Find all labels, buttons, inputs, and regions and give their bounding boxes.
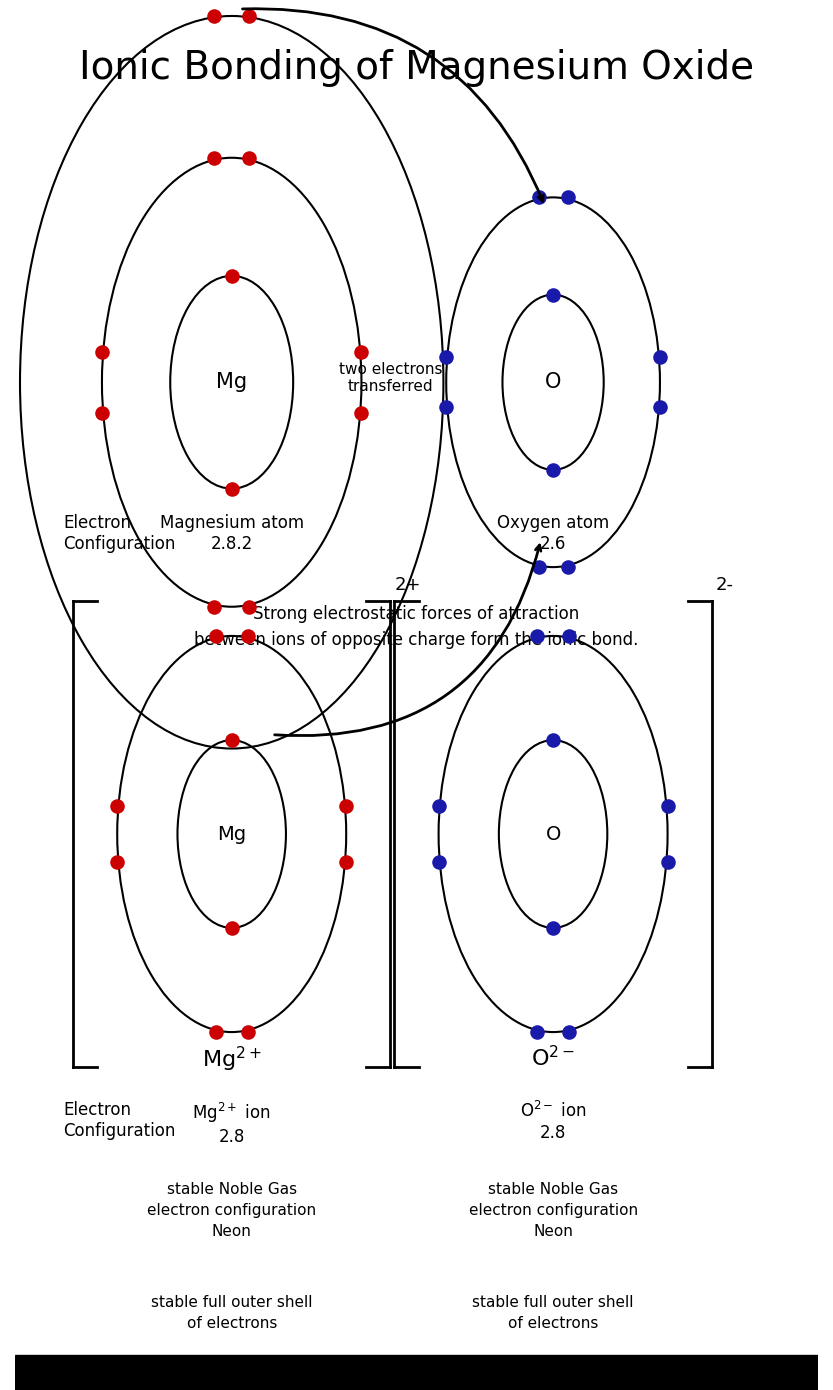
Text: Mg$^{2+}$ ion
2.8: Mg$^{2+}$ ion 2.8 (192, 1101, 271, 1145)
Text: alamy: alamy (71, 1364, 137, 1383)
Point (207, 596, 221, 619)
Point (432, 851, 446, 873)
Bar (15, 1355, 818, 1390)
Text: stable Noble Gas
electron configuration
Neon: stable Noble Gas electron configuration … (147, 1182, 317, 1238)
Point (561, 186, 574, 208)
Point (562, 1020, 576, 1042)
Point (532, 186, 546, 208)
Point (661, 851, 674, 873)
Point (95, 402, 108, 424)
Text: stable full outer shell
of electrons: stable full outer shell of electrons (151, 1295, 312, 1332)
Text: Electron
Configuration: Electron Configuration (63, 514, 176, 553)
Point (111, 851, 124, 873)
Point (209, 626, 222, 648)
Point (562, 626, 576, 648)
Point (241, 1020, 254, 1042)
Text: stable full outer shell
of electrons: stable full outer shell of electrons (472, 1295, 634, 1332)
Point (111, 795, 124, 817)
Point (225, 728, 238, 751)
Point (340, 851, 353, 873)
Point (207, 6, 221, 28)
Point (531, 1020, 544, 1042)
Point (532, 556, 546, 578)
Text: Magnesium atom
2.8.2: Magnesium atom 2.8.2 (160, 514, 304, 553)
Text: two electrons
transferred: two electrons transferred (339, 361, 442, 395)
Text: Mg: Mg (216, 373, 247, 392)
Text: Electron
Configuration: Electron Configuration (63, 1101, 176, 1140)
Point (95, 341, 108, 363)
Point (432, 795, 446, 817)
Point (340, 795, 353, 817)
Point (355, 402, 368, 424)
Point (531, 626, 544, 648)
Text: Mg$^{2+}$: Mg$^{2+}$ (202, 1045, 262, 1074)
Point (440, 396, 453, 418)
Point (242, 6, 256, 28)
Point (546, 917, 560, 940)
Point (355, 341, 368, 363)
Point (561, 556, 574, 578)
Point (661, 795, 674, 817)
Point (653, 346, 666, 368)
Point (225, 478, 238, 500)
Point (242, 147, 256, 170)
Point (225, 917, 238, 940)
Point (440, 346, 453, 368)
Text: Strong electrostatic forces of attraction
between ions of opposite charge form t: Strong electrostatic forces of attractio… (194, 605, 639, 649)
Point (653, 396, 666, 418)
Point (546, 459, 560, 481)
Point (546, 284, 560, 306)
Text: stable Noble Gas
electron configuration
Neon: stable Noble Gas electron configuration … (468, 1182, 637, 1238)
Point (209, 1020, 222, 1042)
Text: Image ID: MN4K8A: Image ID: MN4K8A (671, 1368, 762, 1377)
Text: O: O (546, 824, 561, 844)
Point (241, 626, 254, 648)
Text: 2+: 2+ (394, 577, 421, 595)
Point (225, 265, 238, 288)
Text: O: O (545, 373, 561, 392)
Text: 2-: 2- (716, 577, 734, 595)
Text: O$^{2-}$ ion
2.8: O$^{2-}$ ion 2.8 (520, 1101, 586, 1141)
Point (242, 596, 256, 619)
Text: O$^{2-}$: O$^{2-}$ (531, 1045, 575, 1070)
Text: Oxygen atom
2.6: Oxygen atom 2.6 (497, 514, 609, 553)
Text: Ionic Bonding of Magnesium Oxide: Ionic Bonding of Magnesium Oxide (79, 49, 754, 86)
Point (207, 147, 221, 170)
Point (546, 728, 560, 751)
Text: Mg: Mg (217, 824, 247, 844)
Text: www.alamy.com: www.alamy.com (674, 1375, 762, 1384)
